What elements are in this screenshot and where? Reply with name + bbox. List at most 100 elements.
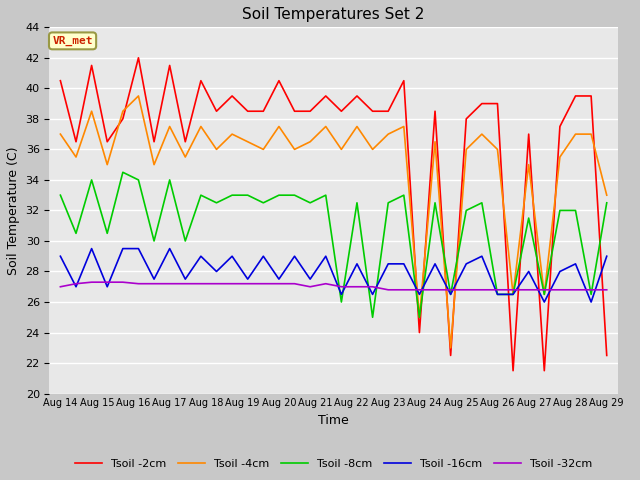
Tsoil -8cm xyxy=(385,200,392,206)
Tsoil -16cm xyxy=(228,253,236,259)
Tsoil -4cm xyxy=(197,124,205,130)
Tsoil -8cm xyxy=(447,291,454,297)
Legend: Tsoil -2cm, Tsoil -4cm, Tsoil -8cm, Tsoil -16cm, Tsoil -32cm: Tsoil -2cm, Tsoil -4cm, Tsoil -8cm, Tsoi… xyxy=(70,454,597,473)
Tsoil -8cm xyxy=(337,299,345,305)
Tsoil -16cm xyxy=(572,261,579,267)
Tsoil -2cm xyxy=(166,62,173,68)
Tsoil -8cm xyxy=(119,169,127,175)
Tsoil -8cm xyxy=(415,314,423,320)
Tsoil -8cm xyxy=(540,291,548,297)
Tsoil -4cm xyxy=(104,162,111,168)
Tsoil -16cm xyxy=(56,253,64,259)
Tsoil -4cm xyxy=(322,124,330,130)
Tsoil -32cm xyxy=(337,284,345,289)
Tsoil -2cm xyxy=(104,139,111,144)
Tsoil -4cm xyxy=(275,124,283,130)
Tsoil -2cm xyxy=(119,116,127,122)
Tsoil -4cm xyxy=(603,192,611,198)
Line: Tsoil -16cm: Tsoil -16cm xyxy=(60,249,607,302)
Tsoil -32cm xyxy=(603,287,611,293)
Tsoil -2cm xyxy=(493,101,501,107)
Tsoil -32cm xyxy=(88,279,95,285)
Tsoil -4cm xyxy=(244,139,252,144)
Tsoil -16cm xyxy=(291,253,298,259)
Tsoil -2cm xyxy=(212,108,220,114)
Tsoil -4cm xyxy=(415,314,423,320)
Tsoil -16cm xyxy=(478,253,486,259)
Tsoil -32cm xyxy=(572,287,579,293)
Tsoil -16cm xyxy=(509,291,517,297)
Tsoil -8cm xyxy=(322,192,330,198)
Tsoil -32cm xyxy=(228,281,236,287)
Tsoil -8cm xyxy=(463,207,470,213)
Tsoil -8cm xyxy=(369,314,376,320)
Tsoil -16cm xyxy=(385,261,392,267)
Tsoil -2cm xyxy=(291,108,298,114)
Tsoil -4cm xyxy=(88,108,95,114)
Tsoil -32cm xyxy=(307,284,314,289)
Tsoil -16cm xyxy=(104,284,111,289)
Tsoil -32cm xyxy=(275,281,283,287)
Tsoil -32cm xyxy=(212,281,220,287)
Tsoil -2cm xyxy=(322,93,330,99)
Tsoil -16cm xyxy=(150,276,158,282)
Tsoil -8cm xyxy=(56,192,64,198)
Tsoil -4cm xyxy=(525,162,532,168)
Tsoil -4cm xyxy=(509,291,517,297)
Tsoil -16cm xyxy=(588,299,595,305)
Tsoil -2cm xyxy=(415,330,423,336)
Tsoil -4cm xyxy=(447,345,454,351)
Tsoil -32cm xyxy=(322,281,330,287)
Tsoil -32cm xyxy=(291,281,298,287)
Tsoil -8cm xyxy=(431,200,439,206)
Tsoil -32cm xyxy=(525,287,532,293)
Tsoil -4cm xyxy=(119,108,127,114)
Tsoil -4cm xyxy=(431,139,439,144)
Tsoil -4cm xyxy=(463,146,470,152)
Tsoil -4cm xyxy=(134,93,142,99)
Tsoil -8cm xyxy=(525,215,532,221)
Tsoil -32cm xyxy=(181,281,189,287)
Tsoil -2cm xyxy=(307,108,314,114)
Tsoil -16cm xyxy=(197,253,205,259)
Tsoil -2cm xyxy=(431,108,439,114)
Tsoil -32cm xyxy=(369,284,376,289)
Tsoil -32cm xyxy=(463,287,470,293)
Tsoil -16cm xyxy=(400,261,408,267)
Tsoil -8cm xyxy=(150,238,158,244)
Tsoil -16cm xyxy=(369,291,376,297)
Title: Soil Temperatures Set 2: Soil Temperatures Set 2 xyxy=(243,7,425,22)
Tsoil -2cm xyxy=(369,108,376,114)
Tsoil -4cm xyxy=(72,154,80,160)
Tsoil -4cm xyxy=(291,146,298,152)
Tsoil -8cm xyxy=(134,177,142,183)
Tsoil -4cm xyxy=(540,291,548,297)
Tsoil -16cm xyxy=(72,284,80,289)
Tsoil -4cm xyxy=(588,131,595,137)
Tsoil -2cm xyxy=(88,62,95,68)
Tsoil -2cm xyxy=(385,108,392,114)
Tsoil -32cm xyxy=(166,281,173,287)
Tsoil -32cm xyxy=(540,287,548,293)
Tsoil -2cm xyxy=(181,139,189,144)
Tsoil -32cm xyxy=(493,287,501,293)
Tsoil -8cm xyxy=(259,200,267,206)
Tsoil -16cm xyxy=(353,261,361,267)
Tsoil -2cm xyxy=(525,131,532,137)
Tsoil -8cm xyxy=(478,200,486,206)
Tsoil -8cm xyxy=(493,291,501,297)
Tsoil -2cm xyxy=(509,368,517,373)
Tsoil -2cm xyxy=(556,124,564,130)
Tsoil -16cm xyxy=(166,246,173,252)
Tsoil -4cm xyxy=(353,124,361,130)
Tsoil -8cm xyxy=(275,192,283,198)
X-axis label: Time: Time xyxy=(318,414,349,427)
Tsoil -4cm xyxy=(572,131,579,137)
Tsoil -32cm xyxy=(197,281,205,287)
Tsoil -16cm xyxy=(275,276,283,282)
Tsoil -8cm xyxy=(197,192,205,198)
Tsoil -2cm xyxy=(228,93,236,99)
Line: Tsoil -8cm: Tsoil -8cm xyxy=(60,172,607,317)
Tsoil -8cm xyxy=(88,177,95,183)
Tsoil -2cm xyxy=(478,101,486,107)
